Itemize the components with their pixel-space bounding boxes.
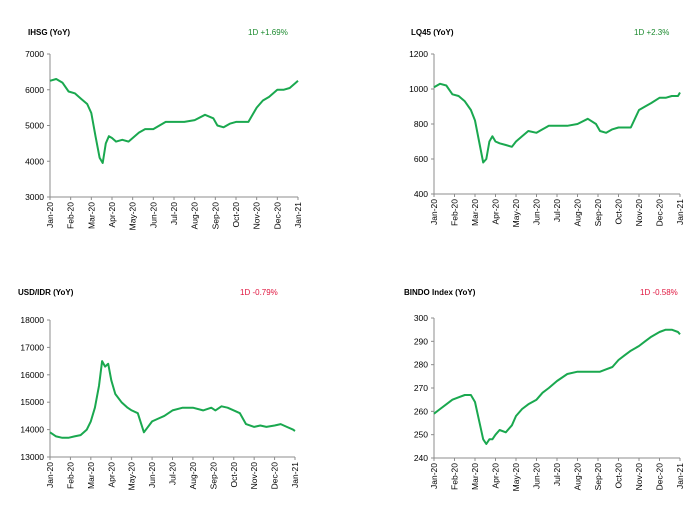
y-tick-label: 240 bbox=[414, 453, 428, 463]
x-tick-label: Oct-20 bbox=[231, 202, 241, 228]
y-tick-label: 300 bbox=[414, 313, 428, 323]
series-line bbox=[433, 82, 681, 164]
x-tick-label: Apr-20 bbox=[106, 462, 116, 488]
x-tick-label: Mar-20 bbox=[470, 463, 480, 490]
series-line bbox=[49, 78, 299, 164]
x-tick-label: Sep-20 bbox=[208, 462, 218, 490]
y-tick-label: 1200 bbox=[409, 49, 428, 59]
x-tick-label: Aug-20 bbox=[190, 202, 200, 230]
x-tick-label: Feb-20 bbox=[450, 463, 460, 490]
x-tick-label: Oct-20 bbox=[614, 463, 624, 489]
y-tick-label: 14000 bbox=[20, 425, 44, 435]
daily-change-label: 1D +1.69% bbox=[248, 28, 288, 37]
y-tick-label: 290 bbox=[414, 336, 428, 346]
x-tick-label: Feb-20 bbox=[66, 202, 76, 229]
chart-title: LQ45 (YoY) bbox=[411, 28, 454, 37]
x-tick-label: May-20 bbox=[127, 462, 137, 491]
x-tick-label: May-20 bbox=[128, 202, 138, 231]
daily-change-label: 1D -0.79% bbox=[240, 288, 278, 297]
x-tick-label: Jan-20 bbox=[45, 202, 55, 228]
x-tick-label: Jan-20 bbox=[429, 199, 439, 225]
daily-change-label: 1D -0.58% bbox=[640, 288, 678, 297]
x-tick-label: Nov-20 bbox=[252, 202, 262, 230]
y-tick-label: 260 bbox=[414, 406, 428, 416]
y-tick-label: 13000 bbox=[20, 452, 44, 462]
x-tick-label: Aug-20 bbox=[573, 463, 583, 491]
x-tick-label: Dec-20 bbox=[655, 199, 665, 227]
chart-title: USD/IDR (YoY) bbox=[18, 288, 74, 297]
x-tick-label: Jun-20 bbox=[532, 463, 542, 489]
chart-title: BINDO Index (YoY) bbox=[404, 288, 476, 297]
chart-1: 400 600 800 1000 1200 Jan-20 Feb-20 Mar-20 Apr-2… bbox=[409, 49, 685, 227]
y-tick-label: 250 bbox=[414, 430, 428, 440]
x-tick-label: Mar-20 bbox=[470, 199, 480, 226]
chart-0: 3000 4000 5000 6000 7000 Jan-20 Feb-20 Mar-20 Ap… bbox=[25, 49, 303, 230]
x-tick-label: Apr-20 bbox=[491, 463, 501, 489]
y-tick-label: 15000 bbox=[20, 397, 44, 407]
x-tick-label: Dec-20 bbox=[655, 463, 665, 491]
x-tick-label: Sep-20 bbox=[593, 463, 603, 491]
y-tick-label: 4000 bbox=[25, 156, 44, 166]
x-tick-label: Feb-20 bbox=[65, 462, 75, 489]
y-tick-label: 18000 bbox=[20, 315, 44, 325]
x-tick-label: Jan-20 bbox=[429, 463, 439, 489]
x-tick-label: Apr-20 bbox=[107, 202, 117, 228]
y-tick-label: 6000 bbox=[25, 85, 44, 95]
x-tick-label: Sep-20 bbox=[593, 199, 603, 227]
x-tick-label: Dec-20 bbox=[270, 462, 280, 490]
x-tick-label: Jan-21 bbox=[675, 199, 685, 225]
y-tick-label: 5000 bbox=[25, 121, 44, 131]
daily-change-label: 1D +2.3% bbox=[634, 28, 670, 37]
x-tick-label: Aug-20 bbox=[573, 199, 583, 227]
y-tick-label: 17000 bbox=[20, 342, 44, 352]
x-tick-label: Sep-20 bbox=[210, 202, 220, 230]
y-tick-label: 16000 bbox=[20, 370, 44, 380]
y-tick-label: 400 bbox=[414, 189, 428, 199]
x-tick-label: Jan-21 bbox=[293, 202, 303, 228]
x-tick-label: Apr-20 bbox=[491, 199, 501, 225]
x-tick-label: Jul-20 bbox=[552, 199, 562, 222]
x-tick-label: Oct-20 bbox=[614, 199, 624, 225]
x-tick-label: Jul-20 bbox=[552, 463, 562, 486]
x-tick-label: Aug-20 bbox=[188, 462, 198, 490]
y-tick-label: 270 bbox=[414, 383, 428, 393]
chart-3: 240 250 260 270 280 290 300 Jan-20 Feb-20 Mar-20 A… bbox=[414, 313, 685, 491]
x-tick-label: Mar-20 bbox=[86, 202, 96, 229]
x-tick-label: Jul-20 bbox=[168, 462, 178, 485]
y-tick-label: 280 bbox=[414, 360, 428, 370]
chart-2: 13000 14000 15000 16000 17000 18000 Jan-20 Feb-… bbox=[20, 315, 300, 490]
x-tick-label: Jun-20 bbox=[147, 462, 157, 488]
x-tick-label: Dec-20 bbox=[272, 202, 282, 230]
y-tick-label: 600 bbox=[414, 154, 428, 164]
y-tick-label: 800 bbox=[414, 119, 428, 129]
x-tick-label: Nov-20 bbox=[249, 462, 259, 490]
x-tick-label: Jan-21 bbox=[290, 462, 300, 488]
series-line bbox=[49, 360, 296, 439]
x-tick-label: Jan-20 bbox=[45, 462, 55, 488]
x-tick-label: Oct-20 bbox=[229, 462, 239, 488]
x-tick-label: Nov-20 bbox=[634, 463, 644, 491]
x-tick-label: Jan-21 bbox=[675, 463, 685, 489]
x-tick-label: Feb-20 bbox=[450, 199, 460, 226]
y-tick-label: 7000 bbox=[25, 49, 44, 59]
chart-title: IHSG (YoY) bbox=[28, 28, 71, 37]
series-line bbox=[433, 328, 681, 445]
y-tick-label: 1000 bbox=[409, 84, 428, 94]
x-tick-label: Nov-20 bbox=[634, 199, 644, 227]
x-tick-label: May-20 bbox=[511, 463, 521, 492]
x-tick-label: Mar-20 bbox=[86, 462, 96, 489]
x-tick-label: Jun-20 bbox=[148, 202, 158, 228]
x-tick-label: Jun-20 bbox=[532, 199, 542, 225]
x-tick-label: May-20 bbox=[511, 199, 521, 228]
y-tick-label: 3000 bbox=[25, 192, 44, 202]
x-tick-label: Jul-20 bbox=[169, 202, 179, 225]
